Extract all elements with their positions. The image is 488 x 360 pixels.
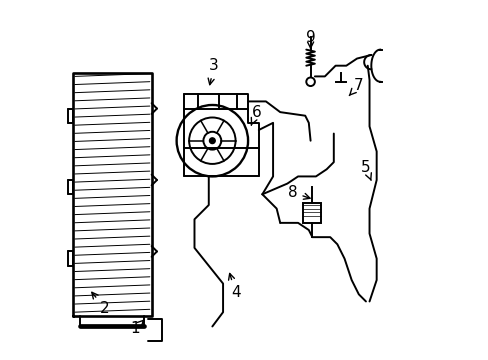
Bar <box>303 203 321 223</box>
Text: 5: 5 <box>361 160 370 180</box>
Text: 4: 4 <box>228 274 240 300</box>
Text: 3: 3 <box>208 58 219 85</box>
Text: 2: 2 <box>92 292 110 316</box>
Text: 1: 1 <box>130 320 143 336</box>
Circle shape <box>209 138 215 144</box>
Text: 6: 6 <box>251 105 262 125</box>
Text: 9: 9 <box>305 30 315 48</box>
Text: 7: 7 <box>348 78 363 95</box>
Text: 8: 8 <box>287 185 309 200</box>
